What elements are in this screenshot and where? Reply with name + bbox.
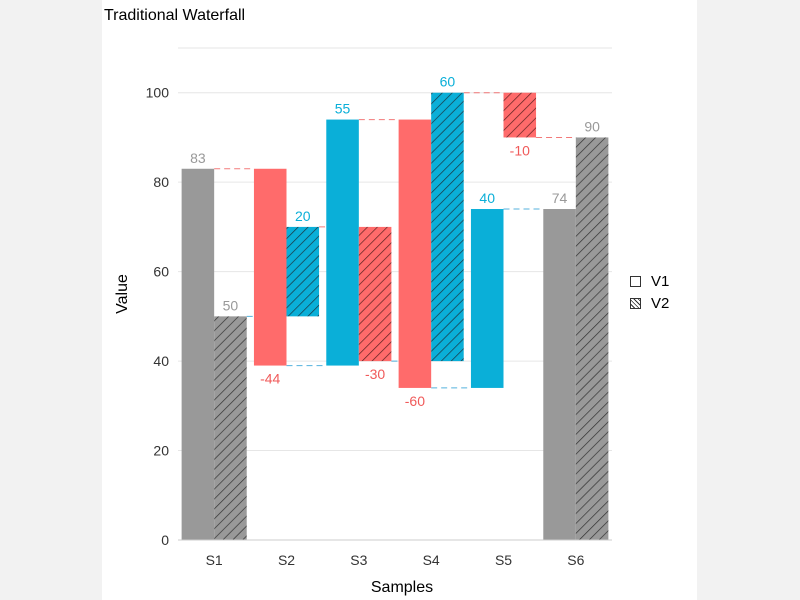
bar-v2-s6 (575, 137, 609, 541)
y-tick-label: 80 (153, 174, 169, 190)
bar-v1-s5 (470, 209, 504, 388)
x-tick-label: S3 (350, 552, 367, 568)
bar-v2-s4 (431, 92, 464, 362)
y-tick-label: 60 (153, 264, 169, 280)
x-tick-label: S1 (206, 552, 223, 568)
legend-label-v2: V2 (651, 294, 670, 312)
bar-v1-s3 (326, 119, 359, 366)
bars (181, 92, 609, 541)
legend-swatch-solid-icon (630, 275, 641, 287)
x-tick-label: S4 (423, 552, 440, 568)
data-label: -44 (260, 371, 280, 387)
bar-v2-s1 (214, 316, 247, 540)
legend-item-v1: V1 (630, 270, 669, 292)
y-tick-label: 0 (161, 532, 169, 548)
data-label: 50 (223, 297, 239, 313)
x-tick-label: S2 (278, 552, 295, 568)
data-label: 55 (335, 101, 351, 117)
bar-v2-s5 (503, 92, 537, 138)
data-label: -10 (510, 142, 530, 158)
chart-title: Traditional Waterfall (104, 7, 246, 24)
legend: V1 V2 (630, 270, 669, 314)
legend-item-v2: V2 (630, 292, 669, 314)
legend-swatch-hatched-icon (630, 297, 641, 309)
data-label: 74 (552, 190, 568, 206)
bar-v1-s2 (253, 168, 287, 366)
data-label: 83 (190, 150, 206, 166)
data-label: 40 (479, 190, 495, 206)
x-axis-title: Samples (371, 579, 433, 596)
y-tick-label: 20 (153, 443, 169, 459)
legend-label-v1: V1 (651, 272, 670, 290)
y-tick-label: 40 (153, 353, 169, 369)
axes: 0 20 40 60 80 100 S1 S2 S3 S4 S5 S6 (146, 85, 612, 568)
data-label: -30 (365, 366, 385, 382)
data-label: 20 (295, 208, 311, 224)
x-tick-label: S6 (567, 552, 584, 568)
bar-v1-s6 (543, 209, 576, 540)
bar-v2-s3 (358, 226, 392, 362)
data-labels: 83 -44 55 -60 40 74 50 20 -30 60 -10 90 (190, 74, 600, 409)
bar-v1-s1 (181, 168, 215, 540)
y-axis-title: Value (114, 274, 131, 314)
bar-v2-s2 (286, 226, 320, 317)
y-tick-label: 100 (146, 85, 170, 101)
data-label: 60 (440, 74, 456, 90)
x-tick-label: S5 (495, 552, 512, 568)
data-label: 90 (584, 118, 600, 134)
bar-v1-s4 (398, 119, 432, 388)
data-label: -60 (405, 393, 425, 409)
